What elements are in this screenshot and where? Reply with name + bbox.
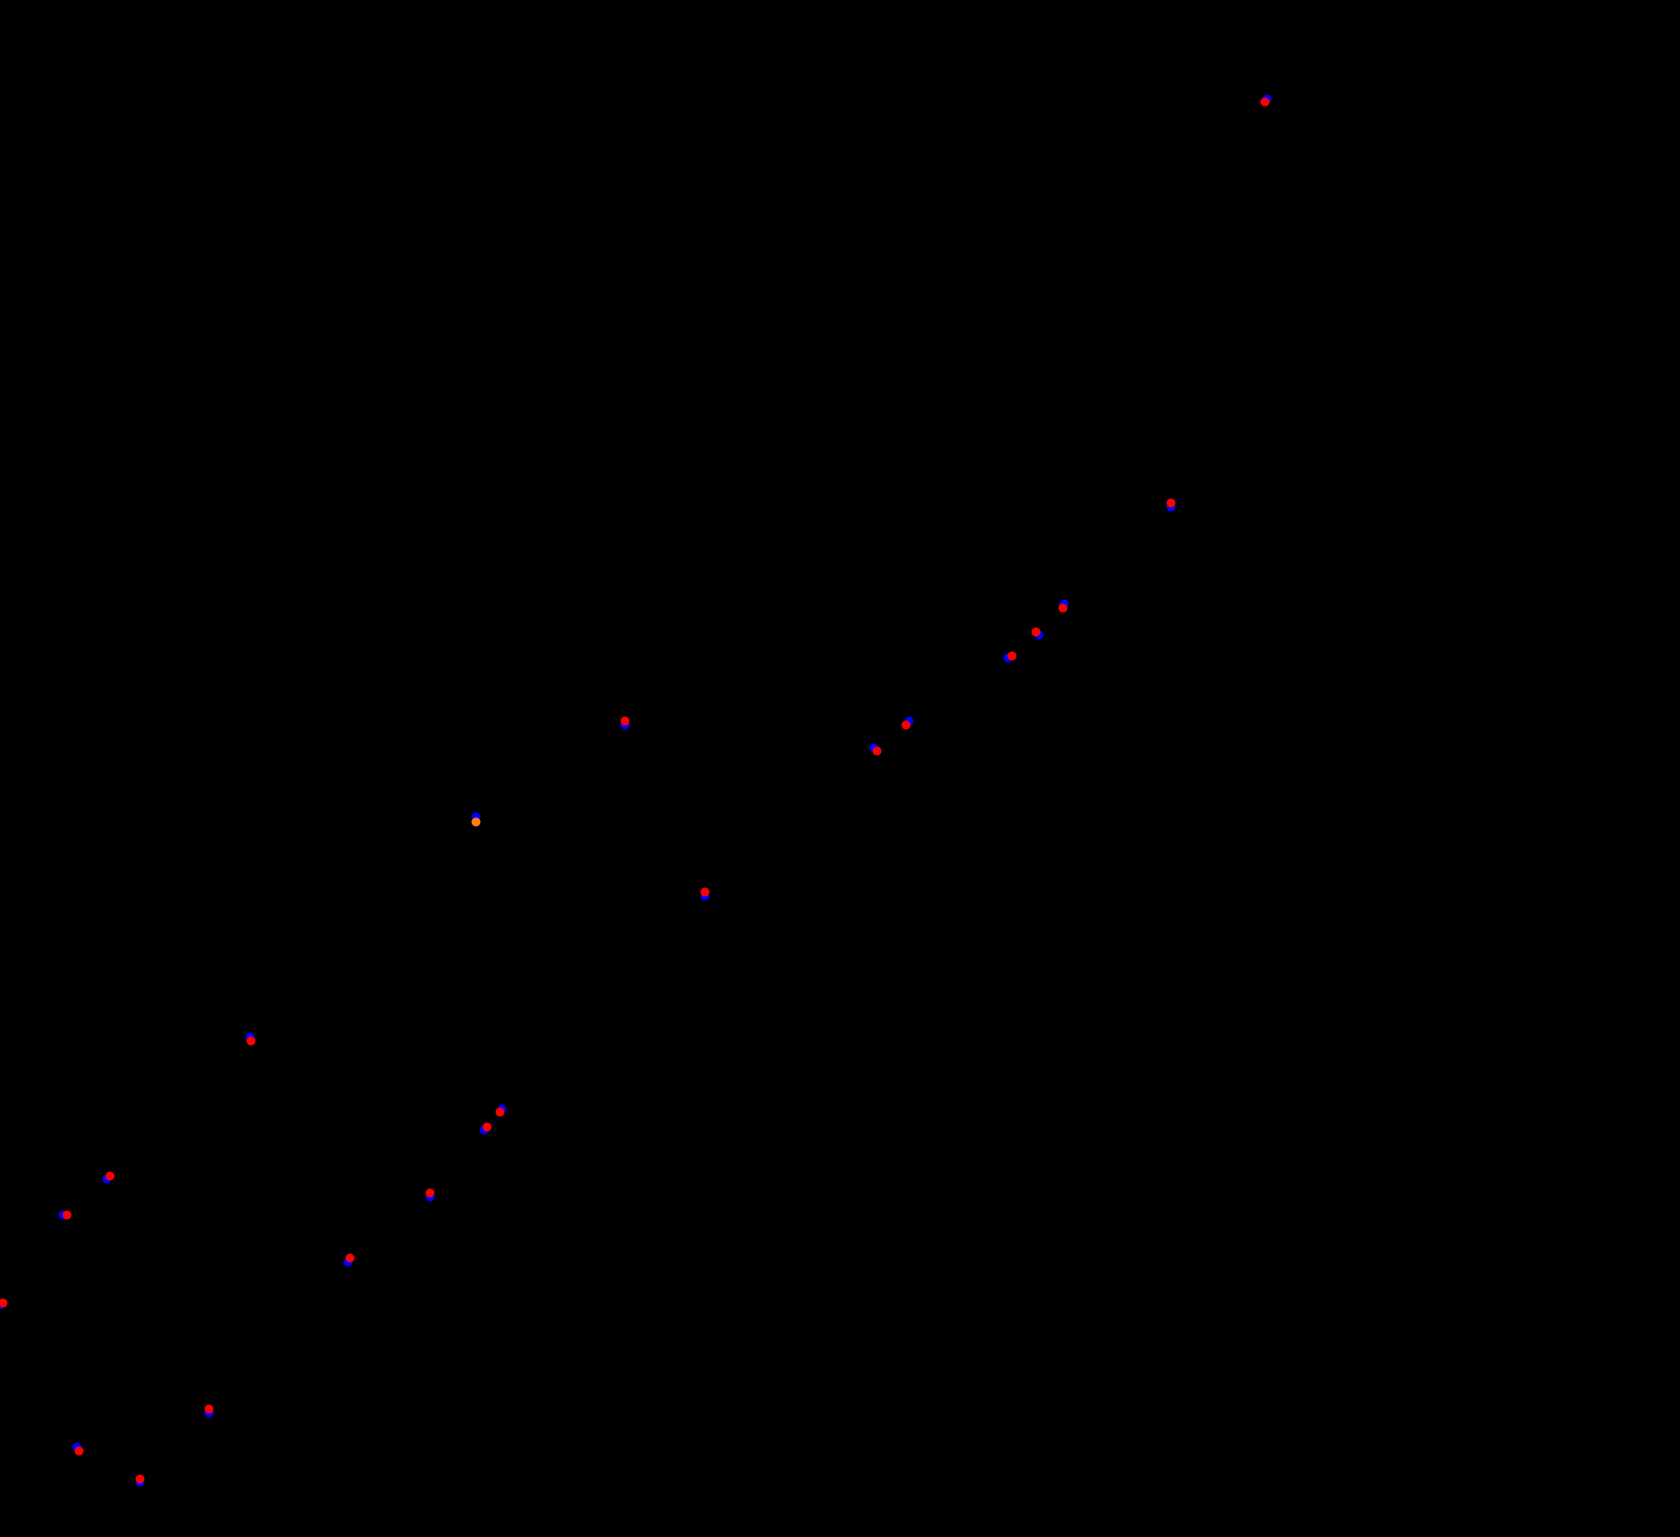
red-overlay-point [495, 1107, 505, 1117]
red-overlay-point [1166, 498, 1176, 508]
red-overlay-point [0, 1298, 8, 1308]
red-overlay-point [620, 716, 630, 726]
red-overlay-point [425, 1188, 435, 1198]
red-overlay-point [700, 887, 710, 897]
red-overlay-point [1260, 97, 1270, 107]
red-overlay-point [1007, 651, 1017, 661]
red-overlay-point [901, 720, 911, 730]
orange-overlay-point [471, 817, 481, 827]
red-overlay-point [135, 1474, 145, 1484]
red-overlay-point [74, 1446, 84, 1456]
red-overlay-point [246, 1036, 256, 1046]
red-overlay-point [482, 1122, 492, 1132]
red-overlay-point [872, 746, 882, 756]
red-overlay-point [62, 1210, 72, 1220]
red-overlay-point [105, 1171, 115, 1181]
red-overlay-point [1058, 603, 1068, 613]
red-overlay-point [345, 1253, 355, 1263]
red-overlay-point [204, 1404, 214, 1414]
red-overlay-point [1031, 627, 1041, 637]
